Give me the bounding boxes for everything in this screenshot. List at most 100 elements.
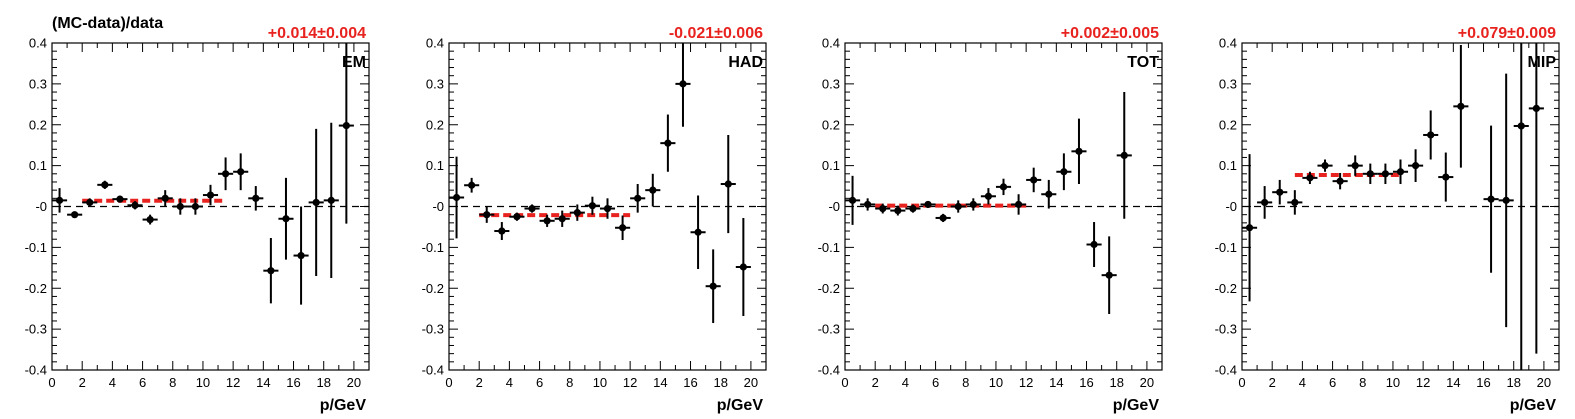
y-tick-label: -0.3 <box>1215 322 1237 337</box>
x-tick-label: 4 <box>1299 375 1306 390</box>
x-tick-label: 18 <box>1506 375 1520 390</box>
data-point <box>999 183 1008 191</box>
y-tick-label: -0.4 <box>422 363 444 378</box>
data-point <box>1245 224 1254 232</box>
data-point <box>176 202 184 211</box>
data-point <box>1045 190 1053 198</box>
data-point <box>1487 195 1495 203</box>
data-point <box>452 193 461 202</box>
y-tick-label: -0 <box>432 199 444 214</box>
y-tick-label: -0.4 <box>1215 363 1237 378</box>
data-point <box>1306 174 1314 182</box>
y-tick-label: -0.1 <box>422 240 444 255</box>
chart-panel-mip: 0 2 4 6 8 10 12 14 16 18 20 -0.4 -0.3 -0.2 -0.1 -0 0.1 0.… <box>1215 25 1560 414</box>
x-tick-label: 6 <box>932 375 939 390</box>
fit-result-label: +0.002±0.005 <box>1061 25 1159 42</box>
x-tick-label: 10 <box>593 375 607 390</box>
data-point <box>101 181 109 189</box>
data-point <box>1396 168 1405 176</box>
x-tick-label: 20 <box>1140 375 1154 390</box>
fit-result-label: +0.079±0.009 <box>1458 25 1556 42</box>
x-tick-label: 8 <box>169 375 176 390</box>
x-tick-label: 8 <box>566 375 573 390</box>
chart-panel-tot: 0 2 4 6 8 10 12 14 16 18 20 -0.4 -0.3 -0.2 -0.1 -0 0.1 0.… <box>818 25 1163 414</box>
y-tick-label: 0.1 <box>29 158 47 173</box>
data-point <box>679 80 687 88</box>
x-axis-label: p/GeV <box>1510 397 1557 414</box>
data-points <box>449 43 751 323</box>
data-point <box>55 196 64 204</box>
x-tick-label: 2 <box>872 375 879 390</box>
data-point <box>848 196 857 204</box>
x-tick-label: 6 <box>139 375 146 390</box>
data-point <box>724 180 732 188</box>
data-point <box>1060 168 1068 176</box>
y-tick-label: 0.2 <box>822 117 840 132</box>
data-point <box>864 200 872 209</box>
x-tick-label: 0 <box>48 375 55 390</box>
y-tick-label: 0.3 <box>29 76 47 91</box>
y-tick-label: -0.3 <box>422 322 444 337</box>
x-tick-label: 8 <box>1359 375 1366 390</box>
y-tick-label: -0 <box>1225 199 1237 214</box>
y-tick-label: 0.3 <box>1219 76 1237 91</box>
data-point <box>649 186 657 194</box>
data-point <box>483 211 491 219</box>
x-tick-label: 12 <box>1019 375 1033 390</box>
data-point <box>206 191 215 199</box>
data-point <box>131 201 139 209</box>
y-tick-label: -0.3 <box>818 322 840 337</box>
x-axis-label: p/GeV <box>320 397 367 414</box>
x-tick-label: 6 <box>536 375 543 390</box>
y-tick-label: -0.4 <box>818 363 840 378</box>
chart-panel-had: 0 2 4 6 8 10 12 14 16 18 20 -0.4 -0.3 -0.2 -0.1 -0 0.1 0.… <box>422 25 767 414</box>
x-tick-label: 8 <box>962 375 969 390</box>
data-point <box>498 227 506 235</box>
x-tick-label: 10 <box>1386 375 1400 390</box>
data-points <box>845 92 1132 315</box>
y-tick-label: -0.2 <box>818 281 840 296</box>
x-axis-label: p/GeV <box>1113 397 1160 414</box>
x-tick-label: 4 <box>506 375 513 390</box>
data-point <box>1030 176 1038 184</box>
x-axis-label: p/GeV <box>717 397 764 414</box>
data-point <box>1090 240 1098 249</box>
x-tick-label: 10 <box>196 375 210 390</box>
data-point <box>1075 147 1083 155</box>
panel-label: HAD <box>728 54 763 71</box>
x-tick-label: 18 <box>1109 375 1123 390</box>
data-point <box>1457 102 1465 110</box>
x-tick-label: 6 <box>1329 375 1336 390</box>
x-tick-label: 16 <box>1079 375 1093 390</box>
y-tick-label: -0 <box>35 199 47 214</box>
x-tick-label: 18 <box>316 375 330 390</box>
fit-result-label: +0.014±0.004 <box>268 25 366 42</box>
x-tick-label: 20 <box>347 375 361 390</box>
y-tick-label: -0.4 <box>25 363 47 378</box>
data-point <box>588 202 597 210</box>
data-points <box>1242 43 1544 370</box>
y-tick-label: -0.1 <box>1215 240 1237 255</box>
data-point <box>252 194 260 202</box>
data-point <box>1261 198 1269 207</box>
y-tick-label: 0.2 <box>426 117 444 132</box>
data-point <box>969 200 977 209</box>
data-point <box>909 204 917 213</box>
data-point <box>342 121 350 130</box>
x-tick-label: 12 <box>1416 375 1430 390</box>
data-point <box>1517 122 1525 130</box>
data-point <box>468 181 476 189</box>
data-point <box>1321 162 1329 170</box>
x-tick-label: 14 <box>1049 375 1063 390</box>
data-point <box>1502 196 1510 204</box>
panel-label: MIP <box>1528 54 1557 71</box>
y-tick-label: 0.4 <box>426 36 444 51</box>
data-point <box>709 282 717 290</box>
x-tick-label: 12 <box>226 375 240 390</box>
x-tick-label: 2 <box>476 375 483 390</box>
x-tick-label: 0 <box>841 375 848 390</box>
data-point <box>1366 170 1374 178</box>
data-point <box>984 192 993 200</box>
data-point <box>146 215 154 224</box>
